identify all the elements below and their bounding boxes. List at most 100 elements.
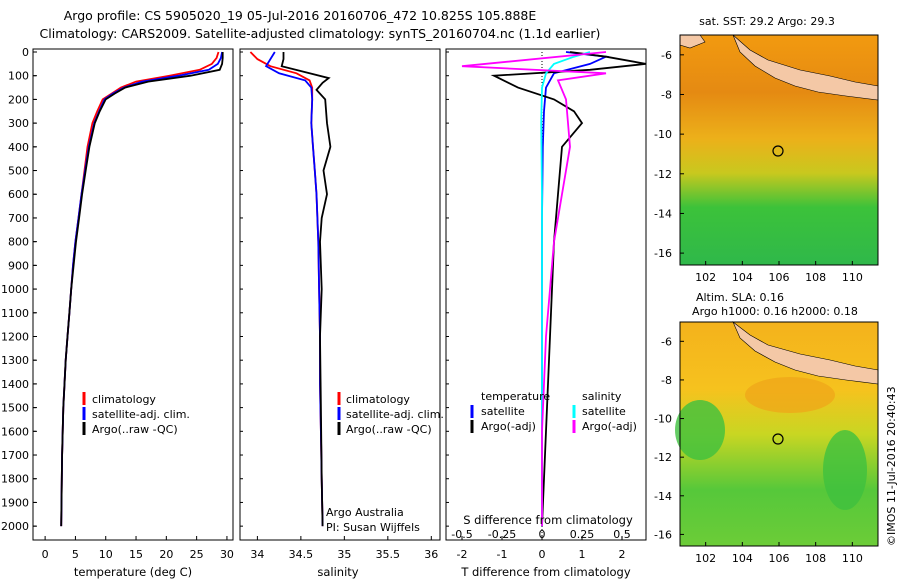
header-line-1: Argo profile: CS 5905020_19 05-Jul-2016 … <box>64 8 537 23</box>
map-lat-label: -6 <box>661 49 672 62</box>
depth-tick-label: 0 <box>22 46 29 59</box>
depth-tick-label: 2000 <box>1 520 29 533</box>
series-line-salinity-argo-adj- <box>461 51 607 527</box>
x-tick-label: 15 <box>129 548 143 561</box>
map-lat-label: -12 <box>654 168 672 181</box>
x-tick-label: 34 <box>250 548 264 561</box>
depth-tick-label: 1300 <box>1 354 29 367</box>
map-lon-label: 106 <box>769 271 790 284</box>
x-tick-label: 20 <box>159 548 173 561</box>
salinity-plot: 34 34.5 35 35.5 36 <box>240 51 438 561</box>
x-tick-label: 0 <box>539 548 546 561</box>
depth-tick-label: 1600 <box>1 425 29 438</box>
s-tick-label: -0.25 <box>488 528 516 541</box>
map-lat-label: -10 <box>654 413 672 426</box>
temperature-panel-frame <box>32 48 234 541</box>
s-tick-label: 0.5 <box>613 528 631 541</box>
x-tick-label: 10 <box>99 548 113 561</box>
salinity-panel-frame <box>239 48 441 541</box>
map-lon-label: 108 <box>805 271 826 284</box>
x-tick-label: -2 <box>457 548 468 561</box>
map-lat-label: -8 <box>661 88 672 101</box>
legend-sal-argo: Argo(-adj) <box>582 420 637 433</box>
series-line-argo-raw-qc- <box>60 52 224 527</box>
legend-temp-satellite: satellite <box>481 405 525 418</box>
depth-axis: 0 100 200 300 400 500 600 700 800 900 1000 1100 1200… <box>1 46 37 533</box>
map-lat-label: -14 <box>654 490 672 503</box>
depth-tick-label: 1400 <box>1 378 29 391</box>
s-tick-label: 0 <box>539 528 546 541</box>
legend-climatology: climatology <box>92 393 156 406</box>
depth-tick-label: 900 <box>8 259 29 272</box>
x-tick-label: 30 <box>220 548 234 561</box>
legend-temp-argo: Argo(-adj) <box>481 420 536 433</box>
map-lon-label: 102 <box>695 271 716 284</box>
x-tick-label: 1 <box>579 548 586 561</box>
legend-satellite-adj: satellite-adj. clim. <box>92 408 190 421</box>
x-tick-label: -1 <box>497 548 508 561</box>
series-line-temperature-argo-adj- <box>490 51 647 527</box>
map-lon-label: 110 <box>842 552 863 565</box>
salinity-legend: climatology satellite-adj. clim. Argo(..… <box>337 392 444 436</box>
salinity-axis-label: salinity <box>317 565 358 579</box>
depth-tick-label: 1000 <box>1 283 29 296</box>
legend-sal-satellite: satellite <box>582 405 626 418</box>
x-tick-label: 0 <box>42 548 49 561</box>
depth-tick-label: 1700 <box>1 449 29 462</box>
legend-argo: Argo(..raw -QC) <box>92 423 178 436</box>
depth-tick-label: 1800 <box>1 473 29 486</box>
imos-footer: ©IMOS 11-Jul-2016 20:40:43 <box>885 386 898 546</box>
depth-tick-label: 1900 <box>1 496 29 509</box>
x-tick-label: 2 <box>619 548 626 561</box>
x-tick-label: 35.5 <box>376 548 401 561</box>
s-difference-label: S difference from climatology <box>463 513 633 527</box>
depth-tick-label: 1200 <box>1 330 29 343</box>
difference-plot: -2 -1 0 1 2 -0.5 -0.25 0 0.25 0.5 <box>446 51 647 561</box>
map-lat-label: -16 <box>654 247 672 260</box>
map-lon-label: 106 <box>769 552 790 565</box>
sla-map-title-1: Altim. SLA: 0.16 <box>696 291 784 304</box>
depth-tick-label: 100 <box>8 70 29 83</box>
depth-tick-label: 300 <box>8 117 29 130</box>
sal-legend-climatology: climatology <box>346 393 410 406</box>
map-lat-label: -12 <box>654 451 672 464</box>
x-tick-label: 36 <box>424 548 438 561</box>
sst-map <box>679 34 879 266</box>
legend-sal-head: salinity <box>582 390 622 403</box>
difference-axis-label: T difference from climatology <box>460 565 631 579</box>
map-lat-label: -14 <box>654 207 672 220</box>
sal-legend-satellite-adj: satellite-adj. clim. <box>346 408 444 421</box>
depth-tick-label: 200 <box>8 93 29 106</box>
depth-tick-label: 500 <box>8 165 29 178</box>
temperature-axis-label: temperature (deg C) <box>74 565 192 579</box>
map-lat-label: -10 <box>654 128 672 141</box>
sla-map-title-2: Argo h1000: 0.16 h2000: 0.18 <box>692 305 858 318</box>
depth-tick-label: 600 <box>8 188 29 201</box>
sst-map-title: sat. SST: 29.2 Argo: 29.3 <box>699 15 835 28</box>
x-tick-label: 5 <box>72 548 79 561</box>
legend-temp-head: temperature <box>481 390 550 403</box>
map-lon-label: 104 <box>732 552 753 565</box>
sla-map <box>675 321 879 547</box>
x-tick-label: 34.5 <box>289 548 314 561</box>
map-lat-label: -6 <box>661 335 672 348</box>
depth-tick-label: 1500 <box>1 402 29 415</box>
x-tick-label: 35 <box>337 548 351 561</box>
map-lon-label: 102 <box>695 552 716 565</box>
s-tick-label: -0.5 <box>451 528 472 541</box>
temperature-legend: climatology satellite-adj. clim. Argo(..… <box>82 392 190 436</box>
map-lat-label: -16 <box>654 528 672 541</box>
difference-legend: temperature satellite Argo(-adj) salinit… <box>470 390 637 433</box>
depth-tick-label: 700 <box>8 212 29 225</box>
map-axes: -6 -8 -10 -12 -14 -16 102 104 106 108 110 -6 -8 -10 -1… <box>654 49 863 565</box>
sst-float-marker <box>772 145 784 157</box>
credit-argo-australia: Argo Australia <box>326 506 404 519</box>
credit-pi: PI: Susan Wijffels <box>326 521 420 534</box>
sal-legend-argo: Argo(..raw -QC) <box>346 423 432 436</box>
map-lon-label: 104 <box>732 271 753 284</box>
difference-panel-frame <box>445 48 647 541</box>
map-lon-label: 108 <box>805 552 826 565</box>
header-line-2: Climatology: CARS2009. Satellite-adjuste… <box>40 26 601 41</box>
series-line-satellite-adj-clim- <box>60 51 223 527</box>
